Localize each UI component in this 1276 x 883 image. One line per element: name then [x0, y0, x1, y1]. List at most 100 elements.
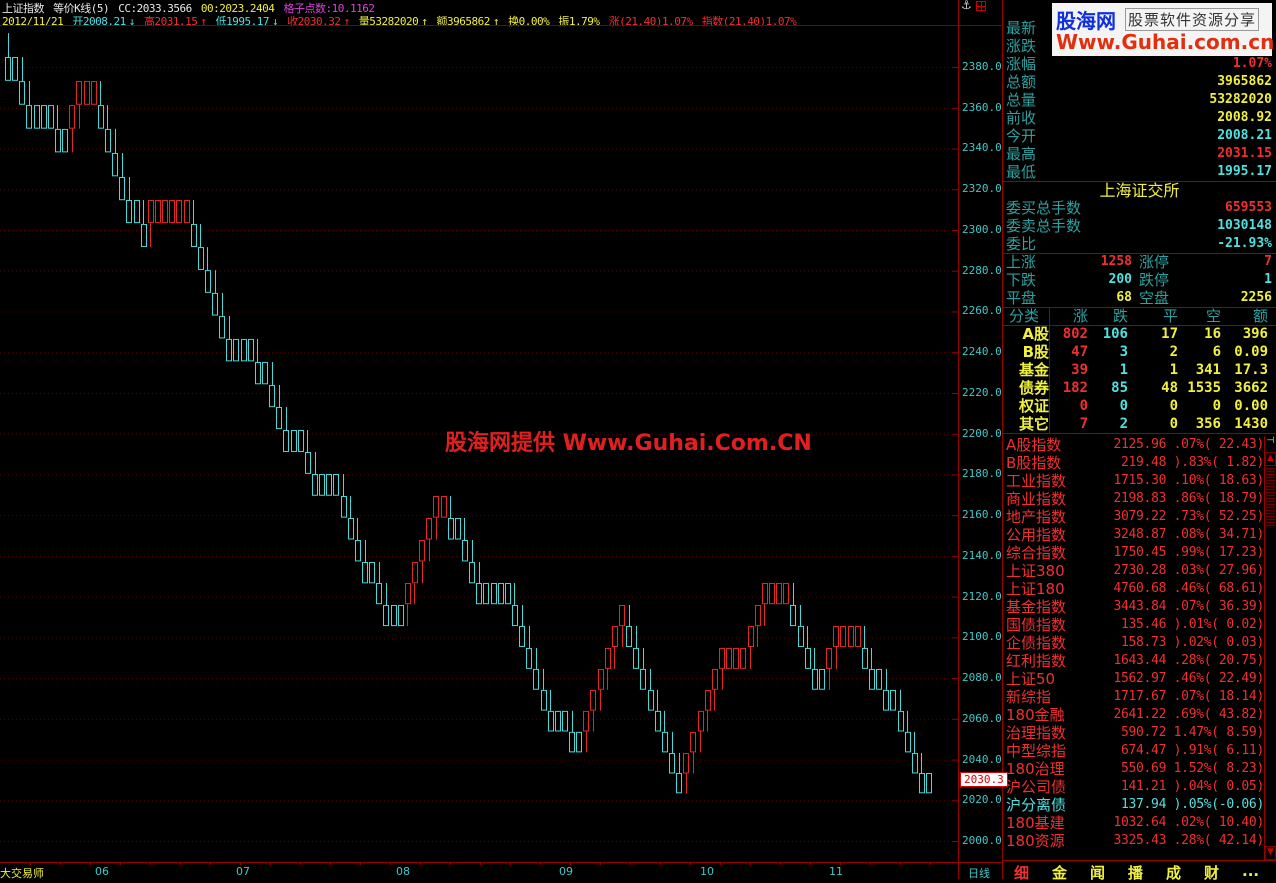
y-tick-label: 2120.0 — [962, 589, 1002, 603]
index-values: 2730.28 .03%( 27.96) — [1113, 563, 1264, 578]
index-list-item[interactable]: 180基建 1032.64 .02%( 10.40) — [1006, 814, 1264, 832]
index-name: 综合指数 — [1006, 544, 1067, 562]
quote-label: 涨幅 — [1006, 55, 1037, 73]
x-tick — [240, 862, 241, 865]
tab-1[interactable]: 金 — [1052, 864, 1068, 882]
index-list-item[interactable]: 公用指数 3248.87 .08%( 34.71) — [1006, 526, 1264, 544]
index-pct: .02% — [1173, 815, 1204, 830]
down-brick — [869, 668, 875, 690]
index-list-item[interactable]: 沪公司债 141.21 ).04%( 0.05) — [1006, 778, 1264, 796]
x-tick — [360, 862, 361, 865]
period-button[interactable]: 日线 — [968, 867, 990, 880]
index-list-item[interactable]: 沪分离债 137.94 ).05%(-0.06) — [1006, 796, 1264, 814]
up-brick — [855, 625, 861, 647]
scroll-pin-icon[interactable]: ⊣ — [1266, 436, 1275, 446]
index-name: 工业指数 — [1006, 472, 1067, 490]
index-list-item[interactable]: 新综指 1717.67 .07%( 18.14) — [1006, 688, 1264, 706]
quote-label: 最新 — [1006, 19, 1037, 37]
scroll-down-icon[interactable]: ▼ — [1265, 846, 1276, 860]
down-brick — [298, 429, 304, 452]
tab-6[interactable]: ... — [1242, 862, 1260, 880]
x-tick — [930, 862, 931, 865]
index-change: 22.49 — [1211, 671, 1257, 686]
tab-2[interactable]: 闻 — [1090, 864, 1106, 882]
index-list-item[interactable]: 中型综指 674.47 ).91%( 6.11) — [1006, 742, 1264, 760]
index-value: 2730.28 — [1113, 563, 1167, 578]
arrow-up-icon: ↑ — [421, 15, 428, 28]
quote-value: 1995.17 — [1217, 164, 1272, 179]
y-axis-line — [958, 0, 959, 879]
x-tick — [870, 862, 871, 865]
index-list-item[interactable]: 工业指数 1715.30 .10%( 18.63) — [1006, 472, 1264, 490]
index-value: 590.72 — [1120, 725, 1167, 740]
down-brick — [890, 689, 896, 711]
up-brick — [162, 200, 168, 224]
index-list-item[interactable]: 上证50 1562.97 .46%( 22.49) — [1006, 670, 1264, 688]
index-list-item[interactable]: 上证380 2730.28 .03%( 27.96) — [1006, 562, 1264, 580]
index-name: 180治理 — [1006, 760, 1065, 778]
down-brick — [498, 582, 504, 605]
up-brick — [169, 200, 175, 224]
down-brick — [548, 710, 554, 732]
index-values: 1750.45 .99%( 17.23) — [1113, 545, 1264, 560]
arrow-down-icon: ↓ — [128, 15, 136, 28]
index-values: 2125.96 .07%( 22.43) — [1113, 437, 1264, 452]
index-list-item[interactable]: B股指数 219.48 ).83%( 1.82) — [1006, 454, 1264, 472]
down-brick — [398, 604, 404, 627]
index-list-scrollbar[interactable]: ⊣ ▲ ▼ — [1264, 436, 1276, 860]
scroll-thumb[interactable] — [1266, 468, 1275, 528]
index-value: 1562.97 — [1113, 671, 1167, 686]
y-tick-label: 2000.0 — [962, 834, 1002, 848]
x-tick — [750, 862, 751, 865]
x-tick — [570, 862, 571, 865]
down-brick — [926, 773, 932, 794]
up-brick — [155, 200, 161, 224]
logo-name: 股海网 — [1056, 9, 1116, 33]
x-tick — [120, 862, 121, 865]
category-cell: 17.3 — [1234, 362, 1268, 378]
index-list-item[interactable]: A股指数 2125.96 .07%( 22.43) — [1006, 436, 1264, 454]
x-tick — [300, 862, 301, 865]
index-change: 6.11 — [1218, 743, 1257, 758]
index-list-item[interactable]: 地产指数 3079.22 .73%( 52.25) — [1006, 508, 1264, 526]
index-pct: .99% — [1173, 545, 1204, 560]
index-change: 17.23 — [1211, 545, 1257, 560]
chart-mode[interactable]: 等价K线(5) — [53, 2, 110, 15]
layout-grid-icon[interactable] — [976, 1, 986, 11]
down-brick — [305, 451, 311, 474]
index-list-item[interactable]: 上证180 4760.68 .46%( 68.61) — [1006, 580, 1264, 598]
index-change: 18.63 — [1211, 473, 1257, 488]
index-list-item[interactable]: 综合指数 1750.45 .99%( 17.23) — [1006, 544, 1264, 562]
index-list-item[interactable]: 180金融 2641.22 .69%( 43.82) — [1006, 706, 1264, 724]
y-tick-label: 2280.0 — [962, 263, 1002, 277]
tab-3[interactable]: 播 — [1128, 864, 1144, 882]
scroll-up-icon[interactable]: ▲ — [1265, 452, 1276, 466]
index-name: 地产指数 — [1006, 508, 1067, 526]
index-name: 上证180 — [1006, 580, 1065, 598]
index-list-item[interactable]: 180资源 3325.43 .28%( 42.14) — [1006, 832, 1264, 850]
index-values: 2198.83 .86%( 18.79) — [1113, 491, 1264, 506]
arrow-up-icon: ↑ — [343, 15, 351, 28]
category-row: A股 802 106 17 16 396 — [1003, 325, 1268, 343]
up-brick — [583, 710, 589, 732]
down-brick — [362, 561, 368, 584]
turnover: 换0.00% — [508, 15, 550, 28]
kline-chart[interactable] — [0, 26, 958, 862]
down-brick — [326, 473, 332, 496]
tab-4[interactable]: 成 — [1166, 864, 1182, 882]
index-list-item[interactable]: 商业指数 2198.83 .86%( 18.79) — [1006, 490, 1264, 508]
index-list-item[interactable]: 红利指数 1643.44 .28%( 20.75) — [1006, 652, 1264, 670]
tab-0[interactable]: 细 — [1014, 864, 1030, 882]
up-brick — [76, 81, 82, 105]
down-brick — [533, 668, 539, 690]
divider — [1003, 253, 1276, 254]
index-list-item[interactable]: 企债指数 158.73 ).02%( 0.03) — [1006, 634, 1264, 652]
index-list-item[interactable]: 基金指数 3443.84 .07%( 36.39) — [1006, 598, 1264, 616]
anchor-icon[interactable]: ⚓ — [961, 0, 972, 12]
tab-5[interactable]: 财 — [1204, 864, 1220, 882]
index-list-item[interactable]: 治理指数 590.72 1.47%( 8.59) — [1006, 724, 1264, 742]
category-row: 其它 7 2 0 356 1430 — [1003, 415, 1268, 433]
index-list-item[interactable]: 国债指数 135.46 ).01%( 0.02) — [1006, 616, 1264, 634]
category-cell: 2 — [1119, 416, 1128, 432]
index-list-item[interactable]: 180治理 550.69 1.52%( 8.23) — [1006, 760, 1264, 778]
